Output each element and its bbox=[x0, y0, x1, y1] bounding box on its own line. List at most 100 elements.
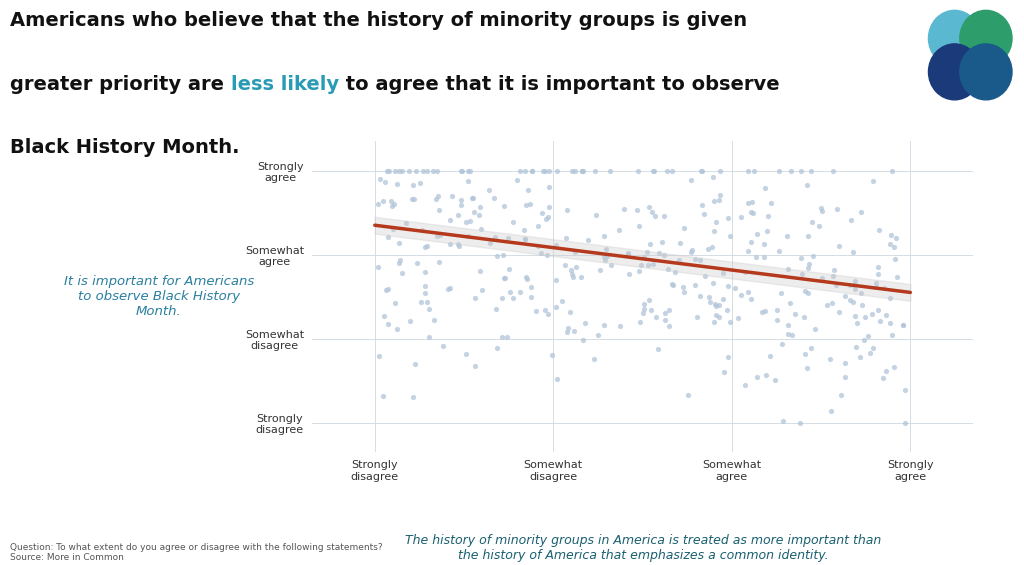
Point bbox=[596, 320, 612, 329]
Point bbox=[676, 288, 692, 297]
Point bbox=[645, 166, 662, 175]
Point bbox=[727, 283, 743, 292]
Point bbox=[440, 284, 457, 293]
Point bbox=[711, 313, 727, 322]
Point bbox=[805, 251, 821, 260]
Point bbox=[454, 166, 470, 175]
Point bbox=[612, 321, 629, 331]
Point bbox=[720, 213, 736, 222]
Point bbox=[769, 306, 785, 315]
Point bbox=[522, 199, 539, 208]
Point bbox=[870, 225, 887, 234]
Point bbox=[800, 289, 816, 298]
Point bbox=[517, 201, 534, 210]
Point bbox=[676, 223, 692, 232]
Point bbox=[774, 339, 791, 348]
Point bbox=[742, 294, 759, 303]
Point bbox=[779, 329, 796, 338]
Point bbox=[642, 240, 658, 249]
Point bbox=[417, 281, 433, 290]
Point bbox=[664, 166, 680, 175]
Point bbox=[757, 184, 773, 193]
Point bbox=[441, 215, 458, 224]
Point bbox=[494, 332, 510, 341]
Point bbox=[431, 257, 447, 266]
Text: greater priority are: greater priority are bbox=[10, 75, 231, 94]
Point bbox=[721, 318, 737, 327]
Point bbox=[853, 207, 869, 216]
Point bbox=[386, 199, 402, 208]
Point bbox=[739, 287, 756, 296]
Circle shape bbox=[959, 10, 1012, 66]
Point bbox=[696, 210, 713, 219]
Point bbox=[706, 227, 722, 236]
Point bbox=[769, 315, 785, 324]
Point bbox=[653, 237, 670, 246]
Point bbox=[743, 208, 760, 217]
Point bbox=[797, 286, 813, 295]
Point bbox=[444, 192, 461, 201]
Point bbox=[529, 242, 546, 251]
Point bbox=[621, 270, 637, 279]
Text: Black History Month.: Black History Month. bbox=[10, 138, 240, 157]
Point bbox=[883, 231, 899, 240]
Point bbox=[419, 166, 435, 175]
Point bbox=[417, 268, 433, 277]
Point bbox=[482, 239, 499, 248]
Point bbox=[756, 253, 772, 262]
Point bbox=[495, 251, 511, 260]
Point bbox=[803, 344, 819, 353]
Point bbox=[782, 166, 799, 175]
Point bbox=[787, 309, 804, 318]
Point bbox=[458, 350, 474, 359]
Point bbox=[889, 272, 905, 281]
Point bbox=[740, 246, 757, 255]
Point bbox=[804, 218, 820, 227]
Point bbox=[417, 289, 433, 298]
Point bbox=[602, 166, 618, 175]
Point bbox=[387, 166, 403, 175]
Point bbox=[750, 373, 766, 382]
Point bbox=[675, 282, 691, 292]
Point bbox=[780, 320, 797, 329]
Point bbox=[636, 299, 652, 308]
Point bbox=[687, 280, 703, 289]
Point bbox=[541, 202, 557, 211]
Point bbox=[830, 241, 847, 250]
Point bbox=[871, 316, 888, 325]
Point bbox=[856, 313, 872, 322]
Point bbox=[537, 166, 553, 175]
Point bbox=[793, 418, 809, 427]
Point bbox=[558, 233, 574, 242]
Point bbox=[370, 199, 386, 208]
Point bbox=[462, 167, 478, 176]
Point bbox=[643, 305, 659, 314]
Point bbox=[464, 194, 480, 203]
Point bbox=[573, 166, 590, 175]
Point bbox=[870, 263, 887, 272]
Point bbox=[404, 393, 421, 402]
Point bbox=[480, 185, 497, 194]
Point bbox=[837, 358, 853, 367]
Point bbox=[779, 265, 796, 274]
Point bbox=[487, 304, 504, 313]
Point bbox=[580, 235, 596, 244]
Point bbox=[572, 272, 589, 281]
Point bbox=[847, 312, 863, 321]
Point bbox=[885, 166, 901, 175]
Point bbox=[540, 212, 556, 221]
Point bbox=[500, 332, 516, 341]
Point bbox=[489, 252, 506, 261]
Point bbox=[657, 315, 674, 324]
Point bbox=[512, 287, 528, 296]
Point bbox=[380, 319, 396, 328]
Point bbox=[558, 328, 574, 337]
Point bbox=[500, 233, 516, 242]
Point bbox=[465, 193, 481, 202]
Point bbox=[559, 323, 575, 332]
Point bbox=[692, 291, 709, 300]
Point bbox=[466, 208, 482, 217]
Point bbox=[451, 240, 467, 249]
Point bbox=[458, 218, 474, 227]
Point bbox=[388, 325, 404, 334]
